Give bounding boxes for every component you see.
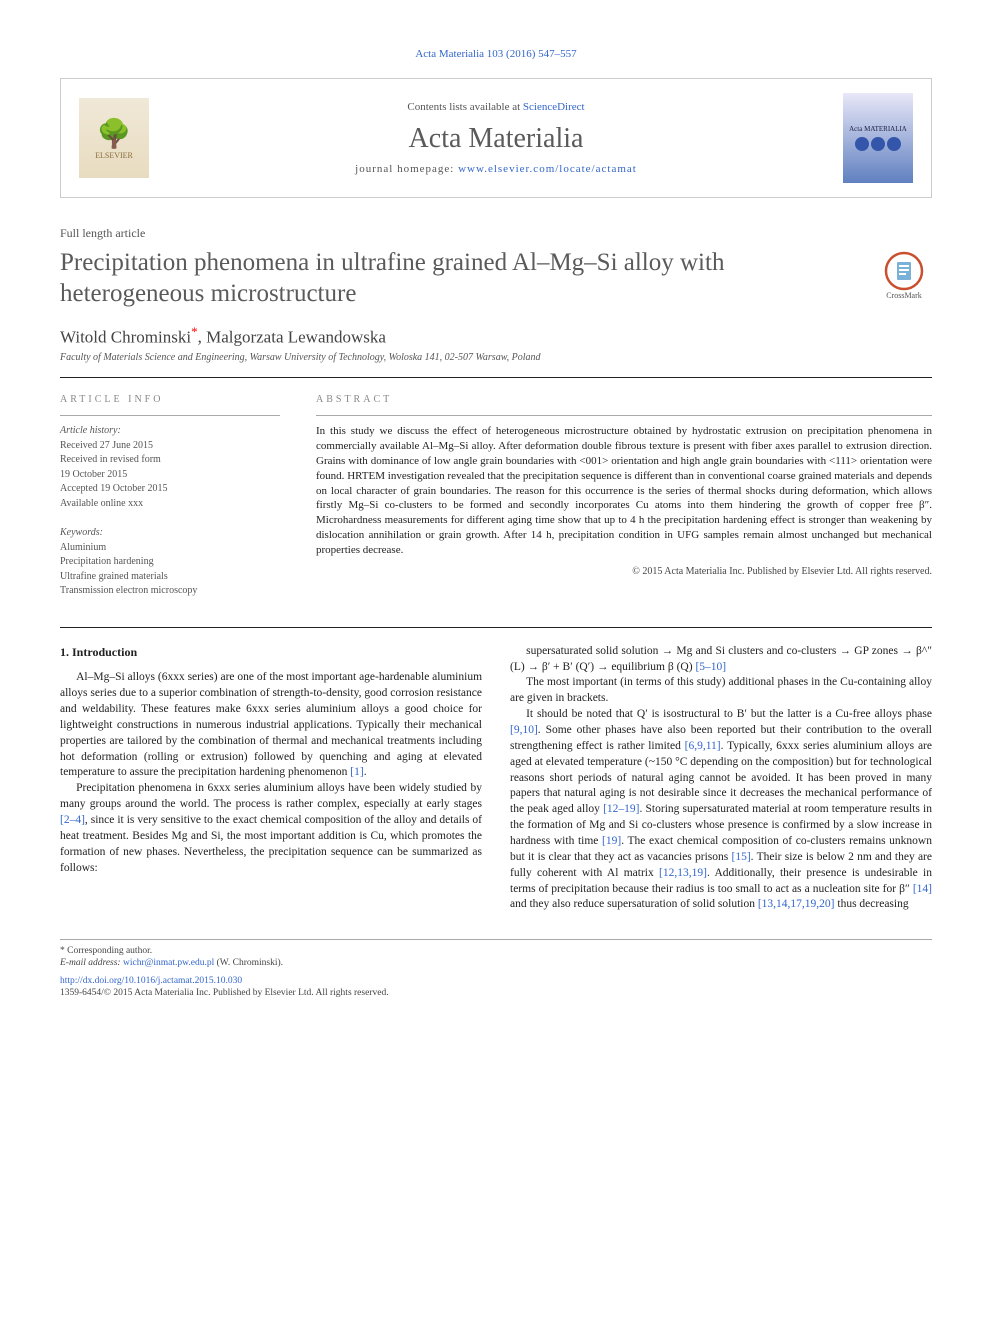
history-online: Available online xxx <box>60 497 280 511</box>
keyword-3: Ultrafine grained materials <box>60 570 280 584</box>
title-row: Precipitation phenomena in ultrafine gra… <box>60 247 932 310</box>
ref-12-19[interactable]: [12–19] <box>603 803 639 815</box>
corresponding-author-note: * Corresponding author. <box>60 946 932 956</box>
author-sep: , <box>198 327 207 346</box>
cover-label: Acta MATERIALIA <box>849 125 907 133</box>
ref-5-10[interactable]: [5–10] <box>695 661 726 673</box>
ref-15[interactable]: [15] <box>732 851 751 863</box>
history-label: Article history: <box>60 424 280 438</box>
abstract: ABSTRACT In this study we discuss the ef… <box>316 394 932 599</box>
abstract-text: In this study we discuss the effect of h… <box>316 424 932 558</box>
p1-end: . <box>364 766 367 778</box>
homepage-label: journal homepage: <box>355 163 458 175</box>
keywords-label: Keywords: <box>60 526 280 540</box>
paragraph-1: Al–Mg–Si alloys (6xxx series) are one of… <box>60 670 482 781</box>
info-divider-1 <box>60 415 280 416</box>
corresponding-email[interactable]: wichr@inmat.pw.edu.pl <box>123 958 214 968</box>
paragraph-2: Precipitation phenomena in 6xxx series a… <box>60 781 482 876</box>
ref-2-4[interactable]: [2–4] <box>60 814 85 826</box>
article-type: Full length article <box>60 226 932 241</box>
sciencedirect-link[interactable]: ScienceDirect <box>523 101 585 113</box>
abstract-divider <box>316 415 932 416</box>
affiliation: Faculty of Materials Science and Enginee… <box>60 352 932 363</box>
contents-lists-text: Contents lists available at <box>407 101 522 113</box>
author-1: Witold Chrominski <box>60 327 191 346</box>
crossmark-icon <box>884 251 924 291</box>
journal-header: 🌳 ELSEVIER Contents lists available at S… <box>60 78 932 198</box>
article-info: ARTICLE INFO Article history: Received 2… <box>60 394 280 599</box>
section-1-heading: 1. Introduction <box>60 644 482 661</box>
issn-copyright: 1359-6454/© 2015 Acta Materialia Inc. Pu… <box>60 988 932 998</box>
doi-link[interactable]: http://dx.doi.org/10.1016/j.actamat.2015… <box>60 976 242 986</box>
homepage-link[interactable]: www.elsevier.com/locate/actamat <box>458 163 637 175</box>
journal-homepage: journal homepage: www.elsevier.com/locat… <box>165 163 827 175</box>
p4a: It should be noted that Q′ is isostructu… <box>526 708 932 720</box>
header-center: Contents lists available at ScienceDirec… <box>165 101 827 175</box>
ref-1[interactable]: [1] <box>350 766 363 778</box>
authors: Witold Chrominski*, Malgorzata Lewandows… <box>60 324 932 348</box>
keyword-1: Aluminium <box>60 541 280 555</box>
email-line: E-mail address: wichr@inmat.pw.edu.pl (W… <box>60 958 932 968</box>
copyright-line: © 2015 Acta Materialia Inc. Published by… <box>316 566 932 577</box>
crossmark-badge[interactable]: CrossMark <box>876 247 932 303</box>
separator-top <box>60 377 932 378</box>
history-revised-date: 19 October 2015 <box>60 468 280 482</box>
ref-12-13-19[interactable]: [12,13,19] <box>659 867 707 879</box>
page-footer: * Corresponding author. E-mail address: … <box>60 939 932 998</box>
crossmark-label: CrossMark <box>886 291 922 300</box>
article-title: Precipitation phenomena in ultrafine gra… <box>60 247 858 310</box>
ref-6-9-11[interactable]: [6,9,11] <box>685 740 721 752</box>
citation-line: Acta Materialia 103 (2016) 547–557 <box>60 48 932 60</box>
elsevier-logo: 🌳 ELSEVIER <box>79 98 149 178</box>
keyword-2: Precipitation hardening <box>60 555 280 569</box>
journal-name: Acta Materialia <box>165 123 827 155</box>
info-abstract-row: ARTICLE INFO Article history: Received 2… <box>60 394 932 599</box>
abstract-heading: ABSTRACT <box>316 394 932 405</box>
ref-9-10[interactable]: [9,10] <box>510 724 538 736</box>
journal-cover-thumbnail: Acta MATERIALIA <box>843 93 913 183</box>
precipitation-sequence: supersaturated solid solution → Mg and S… <box>510 644 932 676</box>
elsevier-label: ELSEVIER <box>95 151 133 160</box>
history-accepted: Accepted 19 October 2015 <box>60 482 280 496</box>
elsevier-tree-icon: 🌳 <box>97 117 132 151</box>
contents-lists: Contents lists available at ScienceDirec… <box>165 101 827 113</box>
p2-text: Precipitation phenomena in 6xxx series a… <box>60 782 482 810</box>
p4i: thus decreasing <box>835 898 909 910</box>
paragraph-4: It should be noted that Q′ is isostructu… <box>510 707 932 913</box>
paragraph-3: The most important (in terms of this stu… <box>510 675 932 707</box>
p2b-text: , since it is very sensitive to the exac… <box>60 814 482 874</box>
ref-13-14-17-19-20[interactable]: [13,14,17,19,20] <box>758 898 835 910</box>
p1-text: Al–Mg–Si alloys (6xxx series) are one of… <box>60 671 482 778</box>
email-label: E-mail address: <box>60 958 123 968</box>
p4h: and they also reduce supersaturation of … <box>510 898 758 910</box>
separator-mid <box>60 627 932 628</box>
history-received: Received 27 June 2015 <box>60 439 280 453</box>
doi-line: http://dx.doi.org/10.1016/j.actamat.2015… <box>60 976 932 986</box>
ref-19[interactable]: [19] <box>602 835 621 847</box>
body-text: 1. Introduction Al–Mg–Si alloys (6xxx se… <box>60 644 932 914</box>
email-who: (W. Chrominski). <box>214 958 283 968</box>
keyword-4: Transmission electron microscopy <box>60 584 280 598</box>
author-2: Malgorzata Lewandowska <box>206 327 386 346</box>
ref-14[interactable]: [14] <box>913 883 932 895</box>
cover-graphic-icon <box>855 137 901 151</box>
history-revised: Received in revised form <box>60 453 280 467</box>
article-info-heading: ARTICLE INFO <box>60 394 280 405</box>
